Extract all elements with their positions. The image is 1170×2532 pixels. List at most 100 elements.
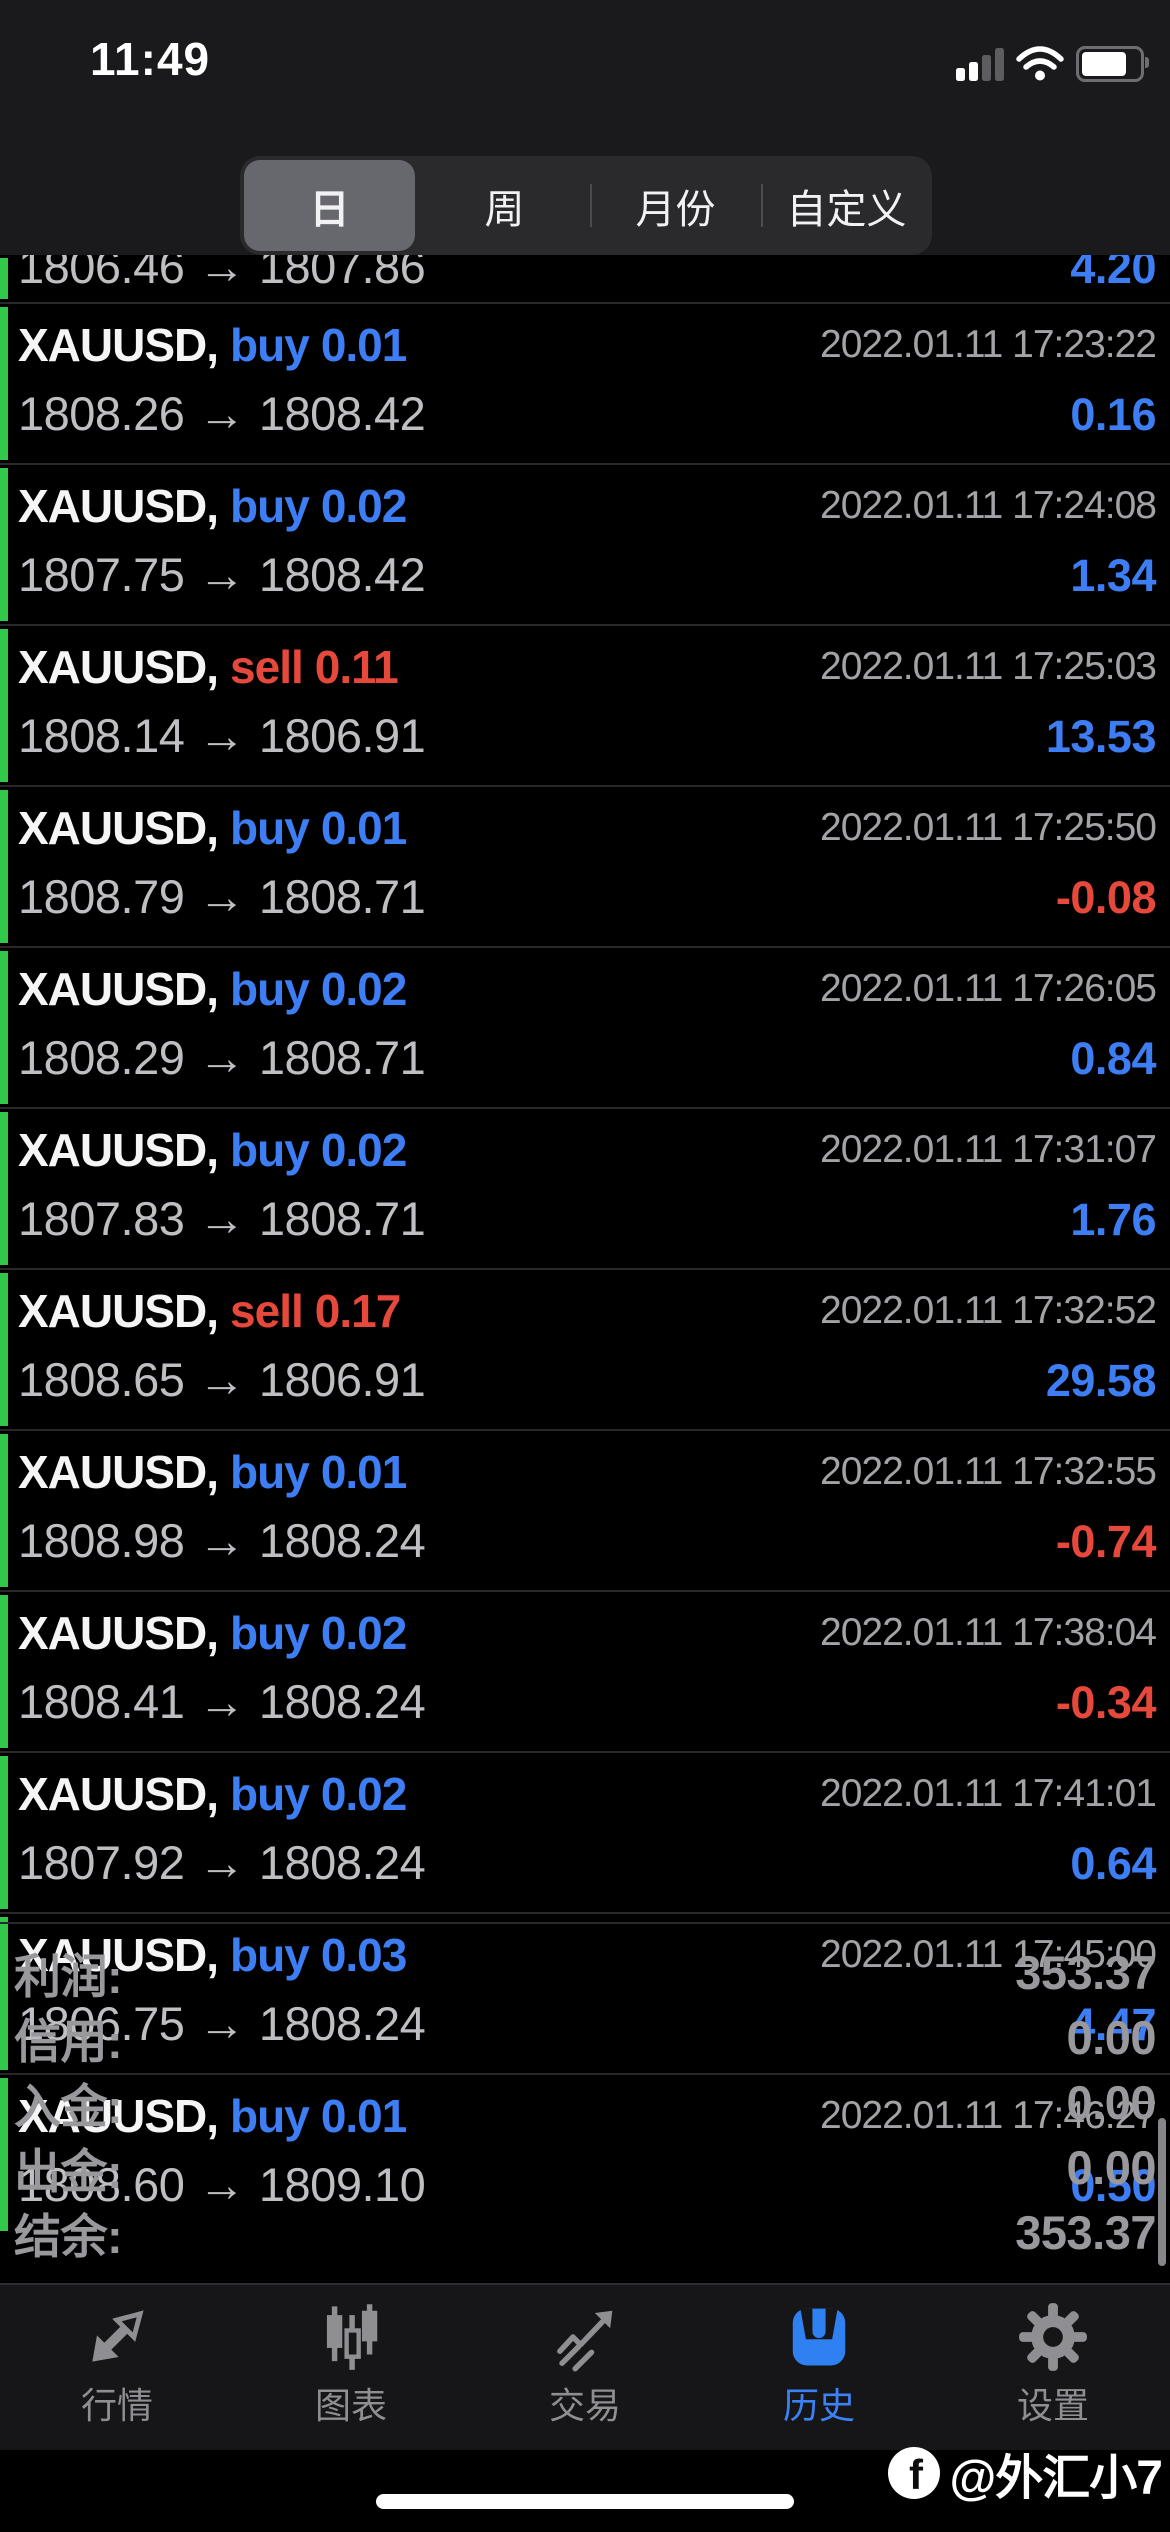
close-time: 2022.01.11 17:32:52 xyxy=(820,1289,1157,1332)
open-price: 1808.79 xyxy=(18,870,185,923)
order-volume: 0.17 xyxy=(314,1285,402,1337)
symbol-label: XAUUSD, xyxy=(18,1124,219,1176)
table-row[interactable]: XAUUSD, buy 0.01 2022.01.11 17:32:55 180… xyxy=(0,1429,1170,1590)
open-price: 1808.65 xyxy=(18,1353,185,1406)
order-volume: 0.02 xyxy=(320,1768,408,1820)
period-segment[interactable]: 自定义 xyxy=(761,156,932,255)
open-price: 1808.98 xyxy=(18,1514,185,1567)
history-list: XAUUSD, buy 0.01 2022.01.11 17:23:22 180… xyxy=(0,302,1170,2234)
trade-trend-icon xyxy=(550,2299,620,2375)
order-side: buy xyxy=(230,2090,310,2142)
order-volume: 0.02 xyxy=(320,963,408,1015)
close-time: 2022.01.11 17:25:50 xyxy=(820,806,1157,849)
close-price: 1808.71 xyxy=(258,870,426,923)
period-segment[interactable]: 月份 xyxy=(590,156,761,255)
table-row[interactable]: XAUUSD, buy 0.02 2022.01.11 17:38:04 180… xyxy=(0,1590,1170,1751)
close-time: 2022.01.11 17:38:04 xyxy=(820,1611,1157,1654)
order-volume: 0.01 xyxy=(320,1446,408,1498)
profit-marker-bar xyxy=(0,1112,8,1265)
table-row[interactable]: XAUUSD, buy 0.01 2022.01.11 17:23:22 180… xyxy=(0,302,1170,463)
table-row[interactable]: XAUUSD, buy 0.02 2022.01.11 17:26:05 180… xyxy=(0,946,1170,1107)
status-icons xyxy=(956,46,1149,82)
order-volume: 0.02 xyxy=(320,1124,408,1176)
tab-行情[interactable]: 行情 xyxy=(0,2285,234,2450)
close-price: 1808.24 xyxy=(258,1514,426,1567)
order-volume: 0.02 xyxy=(320,1607,408,1659)
profit-value: 29.58 xyxy=(1045,1355,1157,1406)
order-side: buy xyxy=(230,1446,310,1498)
table-row[interactable]: 1806.46 → 1807.86 4.20 xyxy=(0,255,1170,302)
tab-label: 图表 xyxy=(314,2385,387,2426)
table-row[interactable]: XAUUSD, sell 0.17 2022.01.11 17:32:52 18… xyxy=(0,1268,1170,1429)
tab-bar: 行情 图表 交易 历史 xyxy=(0,2283,1170,2450)
close-time: 2022.01.11 17:26:05 xyxy=(820,967,1157,1010)
period-segment[interactable]: 周 xyxy=(419,156,590,255)
open-price: 1807.75 xyxy=(18,548,185,601)
order-volume: 0.01 xyxy=(320,802,408,854)
close-time: 2022.01.11 17:31:07 xyxy=(820,1128,1157,1171)
table-row[interactable]: XAUUSD, sell 0.11 2022.01.11 17:25:03 18… xyxy=(0,624,1170,785)
tab-label: 行情 xyxy=(80,2385,153,2426)
table-row[interactable]: XAUUSD, buy 0.02 2022.01.11 17:41:01 180… xyxy=(0,1751,1170,1912)
arrow-icon: → xyxy=(198,1514,245,1567)
partial-row-clip: 1806.46 → 1807.86 4.20 xyxy=(0,255,1170,302)
scrollbar[interactable] xyxy=(1158,2118,1166,2266)
open-price: 1808.41 xyxy=(18,1675,185,1728)
symbol-label: XAUUSD, xyxy=(18,802,219,854)
order-volume: 0.11 xyxy=(314,641,399,693)
close-price: 1808.71 xyxy=(258,1192,426,1245)
table-row[interactable]: XAUUSD, buy 0.02 2022.01.11 17:31:07 180… xyxy=(0,1107,1170,1268)
close-time: 2022.01.11 17:32:55 xyxy=(820,1450,1157,1493)
order-volume: 0.01 xyxy=(320,2090,408,2142)
tab-交易[interactable]: 交易 xyxy=(468,2285,702,2450)
order-side: buy xyxy=(230,1929,310,1981)
table-row[interactable]: XAUUSD, buy 0.03 2022.01.11 17:45:00 180… xyxy=(0,1912,1170,2073)
order-volume: 0.01 xyxy=(320,319,408,371)
symbol-label: XAUUSD, xyxy=(18,641,219,693)
open-price: 1808.26 xyxy=(18,387,185,440)
open-close-prices: 1808.29 → 1808.71 xyxy=(18,1030,426,1085)
profit-marker-bar xyxy=(0,307,8,460)
order-side: buy xyxy=(230,802,310,854)
summary-label: 信用: xyxy=(14,2015,123,2068)
tab-图表[interactable]: 图表 xyxy=(234,2285,468,2450)
table-row[interactable]: XAUUSD, buy 0.01 2022.01.11 17:46:27 180… xyxy=(0,2073,1170,2234)
open-close-prices: 1806.46 → 1807.86 xyxy=(18,255,426,294)
arrow-icon: → xyxy=(198,709,245,762)
close-price: 1808.42 xyxy=(258,387,426,440)
open-price: 1808.29 xyxy=(18,1031,185,1084)
arrow-icon: → xyxy=(198,1997,245,2050)
tab-历史[interactable]: 历史 xyxy=(702,2285,936,2450)
quotes-arrows-icon xyxy=(82,2299,152,2375)
wifi-icon xyxy=(1016,46,1064,81)
summary-label: 利润: xyxy=(14,1950,123,2003)
period-segment[interactable]: 日 xyxy=(244,160,415,251)
watermark-text: @外汇小7 xyxy=(949,2452,1163,2505)
open-close-prices: 1808.41 → 1808.24 xyxy=(18,1674,426,1729)
profit-value: 0.64 xyxy=(1070,1838,1156,1889)
symbol-label: XAUUSD, xyxy=(18,1607,219,1659)
profit-value: 0.50 xyxy=(1070,2160,1156,2211)
tab-设置[interactable]: 设置 xyxy=(936,2285,1170,2450)
tab-label: 设置 xyxy=(1016,2385,1089,2426)
open-close-prices: 1808.26 → 1808.42 xyxy=(18,386,426,441)
symbol-label: XAUUSD, xyxy=(18,963,219,1015)
profit-value: 0.84 xyxy=(1070,1033,1156,1084)
profit-value: -0.34 xyxy=(1055,1677,1157,1728)
tab-label: 历史 xyxy=(782,2385,855,2426)
profit-value: 1.34 xyxy=(1070,550,1156,601)
order-side: buy xyxy=(230,1607,310,1659)
order-volume: 0.03 xyxy=(320,1929,408,1981)
segment-label: 自定义 xyxy=(786,187,907,232)
open-price: 1808.60 xyxy=(18,2158,185,2211)
close-time: 2022.01.11 17:23:22 xyxy=(820,323,1157,366)
open-price: 1807.92 xyxy=(18,1836,185,1889)
profit-marker-bar xyxy=(0,1917,8,2070)
home-indicator[interactable] xyxy=(376,2494,794,2509)
open-close-prices: 1807.75 → 1808.42 xyxy=(18,547,426,602)
summary-value: 353.37 xyxy=(1015,2206,1156,2259)
watermark: f @外汇小7 xyxy=(887,2438,1163,2508)
table-row[interactable]: XAUUSD, buy 0.02 2022.01.11 17:24:08 180… xyxy=(0,463,1170,624)
table-row[interactable]: XAUUSD, buy 0.01 2022.01.11 17:25:50 180… xyxy=(0,785,1170,946)
